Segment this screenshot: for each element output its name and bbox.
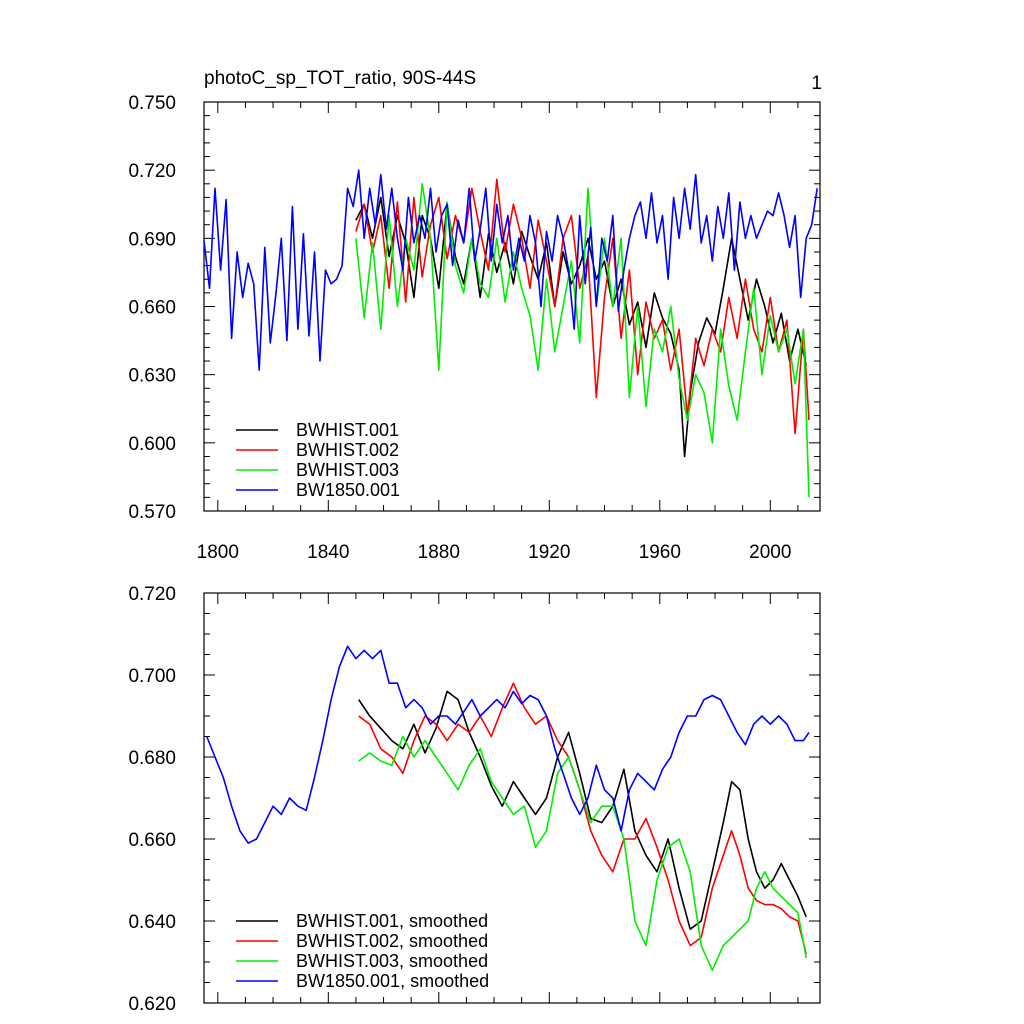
top-legend-label-4: BW1850.001	[296, 480, 400, 500]
bottom-ytick-label: 0.660	[128, 830, 176, 851]
top-ytick-label: 0.660	[128, 298, 176, 319]
panel-number: 1	[811, 73, 822, 94]
top-ytick-label: 0.630	[128, 366, 176, 387]
top-xtick-label: 1800	[197, 542, 239, 563]
bottom-legend-label-4: BW1850.001, smoothed	[296, 971, 489, 991]
bottom-ytick-label: 0.620	[128, 994, 176, 1015]
top-legend-label-2: BWHIST.002	[296, 440, 399, 460]
top-legend-label-3: BWHIST.003	[296, 460, 399, 480]
top-xtick-label: 1840	[307, 542, 349, 563]
bottom-legend-label-2: BWHIST.002, smoothed	[296, 931, 488, 951]
top-ytick-label: 0.690	[128, 229, 176, 250]
bottom-series-line-2	[358, 682, 807, 954]
top-xtick-label: 1920	[528, 542, 570, 563]
bottom-legend-label-3: BWHIST.003, smoothed	[296, 951, 488, 971]
bottom-series-line-3	[358, 735, 807, 972]
top-xtick-label: 2000	[749, 542, 791, 563]
bottom-ytick-label: 0.640	[128, 912, 176, 933]
top-ytick-label: 0.750	[128, 93, 176, 114]
bottom-ytick-label: 0.700	[128, 666, 176, 687]
chart-title: photoC_sp_TOT_ratio, 90S-44S	[204, 68, 476, 89]
top-xtick-label: 1960	[639, 542, 681, 563]
top-xtick-label: 1880	[418, 542, 460, 563]
bottom-ytick-label: 0.680	[128, 748, 176, 769]
bottom-series-line-4	[206, 645, 810, 844]
top-series-line-4	[203, 169, 818, 371]
top-ytick-label: 0.600	[128, 434, 176, 455]
bottom-legend-label-1: BWHIST.001, smoothed	[296, 911, 488, 931]
top-ytick-label: 0.720	[128, 161, 176, 182]
bottom-ytick-label: 0.720	[128, 584, 176, 605]
bottom-series-line-1	[358, 690, 807, 931]
bottom-panel-smoothed-series: 0.620 0.640 0.660 0.680 0.700 0.720 BWHIST.001…	[128, 584, 821, 1015]
top-legend-label-1: BWHIST.001	[296, 420, 399, 440]
top-panel-raw-series: 0.570 0.600 0.630 0.660 0.690 0.720 0.750 1800 1…	[128, 93, 821, 563]
top-ytick-label: 0.570	[128, 502, 176, 523]
